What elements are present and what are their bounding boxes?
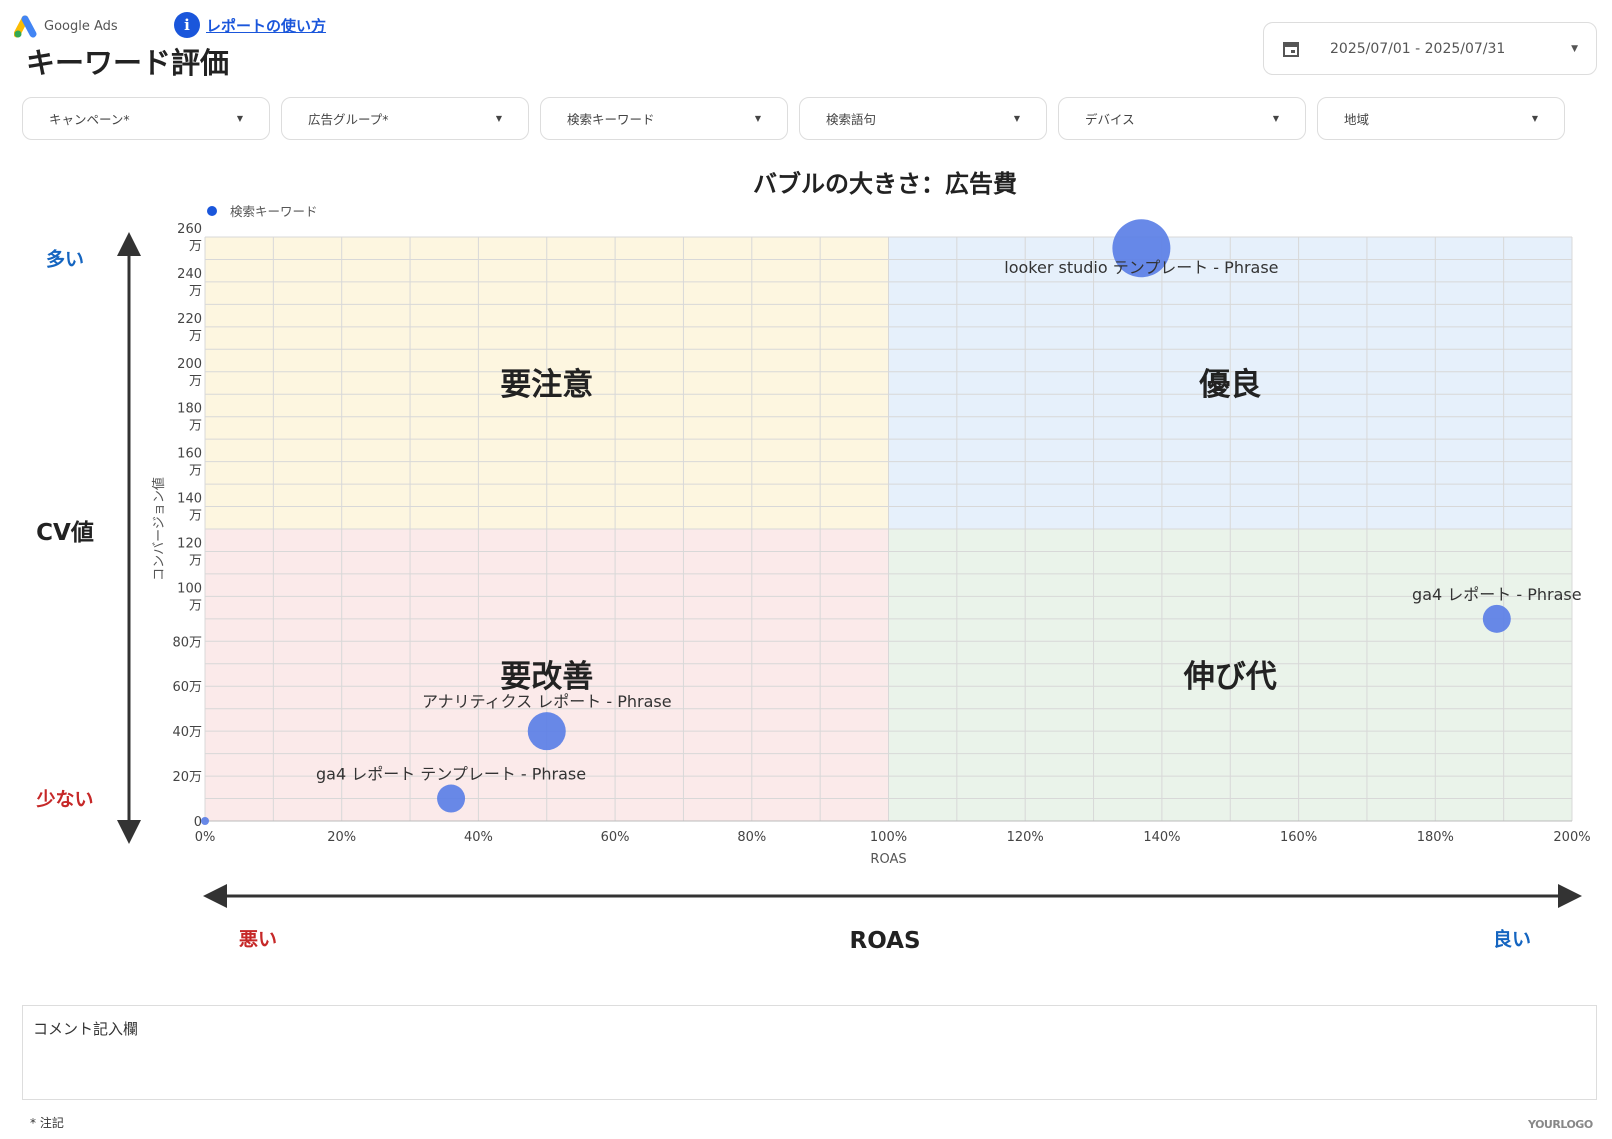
bubble-label: アナリティクス レポート - Phrase: [422, 692, 672, 711]
y-tick-label: 260 万: [177, 222, 202, 254]
x-tick-label: 120%: [1007, 830, 1044, 845]
y-tick-label: 160 万: [177, 447, 202, 479]
legend-marker: [207, 206, 217, 216]
help-link-text[interactable]: レポートの使い方: [206, 16, 327, 35]
y-tick-label: 20万: [172, 770, 202, 785]
bubble-point: [437, 784, 466, 813]
page-title: キーワード評価: [26, 46, 230, 80]
bubble-label: looker studio テンプレート - Phrase: [1004, 258, 1278, 277]
y-tick-label: 220 万: [177, 312, 202, 344]
bubble-point: [201, 817, 209, 825]
x-tick-label: 20%: [327, 830, 356, 845]
x-tick-label: 100%: [870, 830, 907, 845]
google-ads-logo: Google Ads: [14, 14, 118, 38]
bubble-label: ga4 レポート - Phrase: [1412, 585, 1582, 604]
label-bad: 悪い: [238, 928, 278, 951]
y-tick-label: 60万: [172, 680, 202, 695]
label-many: 多い: [45, 248, 85, 271]
filter-label: 検索キーワード: [567, 112, 655, 127]
logo-text: Google Ads: [44, 18, 118, 34]
filter-dropdown[interactable]: デバイス ▼: [1058, 97, 1306, 140]
y-tick-label: 140 万: [177, 492, 202, 524]
filter-label: キャンペーン*: [49, 112, 130, 127]
chart-title: バブルの大きさ：広告費: [753, 170, 1017, 198]
filter-dropdown[interactable]: キャンペーン* ▼: [22, 97, 270, 140]
bubble-point: [527, 712, 566, 751]
filter-dropdown[interactable]: 検索語句 ▼: [799, 97, 1047, 140]
y-tick-label: 80万: [172, 635, 202, 650]
y-tick-label: 240 万: [177, 267, 202, 299]
filter-label: デバイス: [1085, 112, 1135, 127]
info-icon: i: [174, 12, 200, 38]
bubble-label: ga4 レポート テンプレート - Phrase: [316, 765, 586, 784]
y-axis-title: コンバージョン値: [151, 477, 167, 581]
label-cv: CV値: [36, 520, 94, 546]
quadrant-label: 伸び代: [1183, 659, 1277, 695]
filter-dropdown[interactable]: 地域 ▼: [1317, 97, 1565, 140]
filter-dropdown[interactable]: 検索キーワード ▼: [540, 97, 788, 140]
chevron-down-icon: ▼: [236, 114, 243, 123]
x-tick-label: 200%: [1553, 830, 1590, 845]
x-tick-label: 180%: [1417, 830, 1454, 845]
filter-label: 広告グループ*: [308, 112, 389, 127]
x-tick-label: 160%: [1280, 830, 1317, 845]
y-tick-label: 200 万: [177, 357, 202, 389]
footnote: * 注記: [30, 1116, 64, 1130]
quadrant-label: 要改善: [500, 659, 593, 695]
x-tick-label: 140%: [1143, 830, 1180, 845]
label-roas: ROAS: [849, 928, 921, 954]
chevron-down-icon: ▼: [495, 114, 502, 123]
y-tick-label: 100 万: [177, 581, 202, 613]
chevron-down-icon: ▼: [1571, 43, 1578, 54]
chevron-down-icon: ▼: [1013, 114, 1020, 123]
date-range-value: 2025/07/01 - 2025/07/31: [1330, 40, 1506, 57]
y-tick-label: 180 万: [177, 402, 202, 434]
x-tick-label: 0%: [195, 830, 216, 845]
y-tick-label: 0: [194, 815, 202, 830]
google-ads-icon: [14, 15, 37, 38]
bubble-point: [1112, 219, 1171, 278]
label-few: 少ない: [36, 788, 94, 811]
x-tick-label: 60%: [601, 830, 630, 845]
chevron-down-icon: ▼: [1531, 114, 1538, 123]
comment-label: コメント記入欄: [33, 1020, 139, 1038]
filter-label: 検索語句: [826, 112, 877, 127]
filter-label: 地域: [1344, 112, 1370, 127]
x-tick-label: 40%: [464, 830, 493, 845]
quadrant-label: 優良: [1198, 367, 1261, 403]
label-good: 良い: [1492, 928, 1532, 951]
chevron-down-icon: ▼: [1272, 114, 1279, 123]
bubble-point: [1482, 604, 1511, 633]
y-tick-label: 40万: [172, 725, 202, 740]
legend-label[interactable]: 検索キーワード: [230, 204, 318, 219]
watermark-logo: YOURLOGO: [1528, 1118, 1593, 1131]
comment-box[interactable]: コメント記入欄: [22, 1005, 1597, 1100]
x-tick-label: 80%: [737, 830, 766, 845]
help-link[interactable]: i レポートの使い方: [174, 12, 326, 38]
date-range-picker[interactable]: 2025/07/01 - 2025/07/31 ▼: [1263, 22, 1597, 75]
chevron-down-icon: ▼: [754, 114, 761, 123]
y-tick-label: 120 万: [177, 536, 202, 568]
calendar-icon: [1283, 41, 1299, 57]
x-axis-title: ROAS: [870, 852, 906, 867]
filter-dropdown[interactable]: 広告グループ* ▼: [281, 97, 529, 140]
quadrant-label: 要注意: [500, 367, 593, 403]
